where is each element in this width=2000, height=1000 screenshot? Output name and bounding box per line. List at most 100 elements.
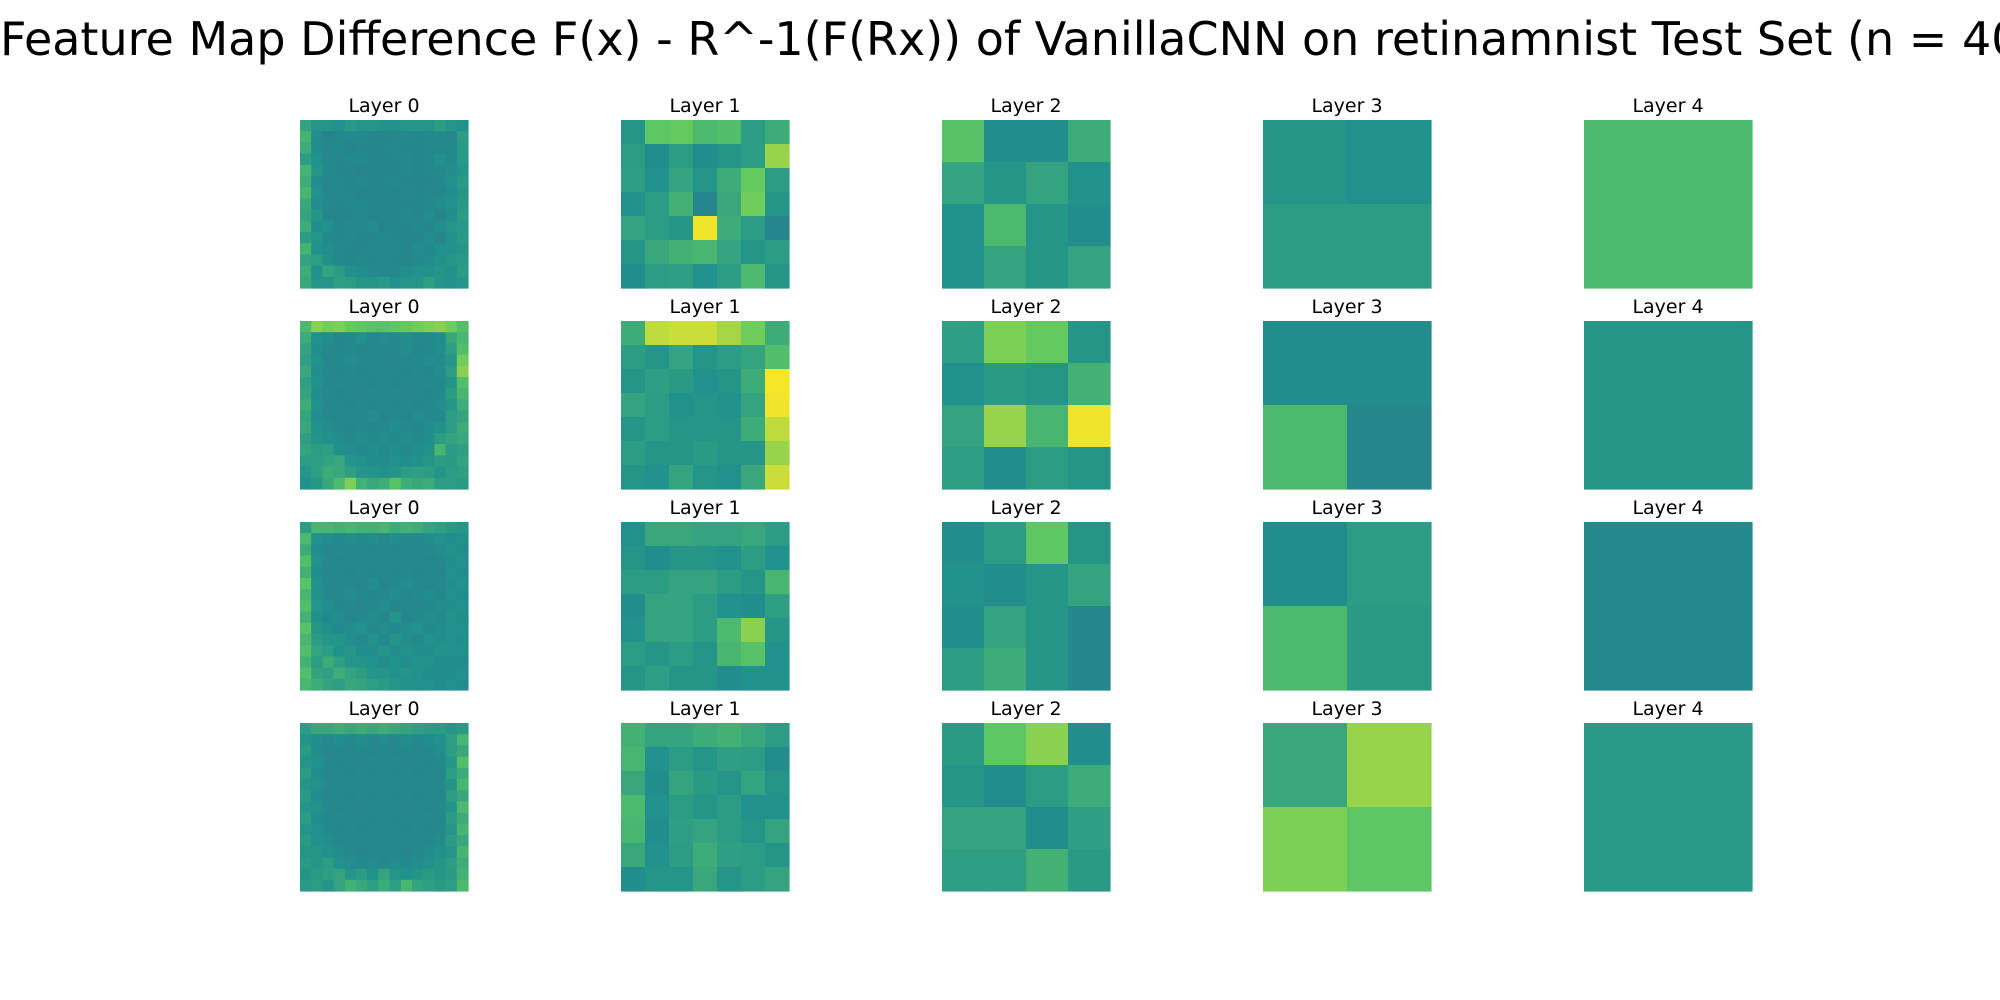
heatmap-cell [412, 120, 424, 132]
heatmap-cell [300, 823, 312, 836]
heatmap-cell [356, 812, 368, 825]
heatmap-cell [423, 544, 435, 557]
heatmap-cell [445, 276, 458, 289]
heatmap-cell [389, 868, 402, 881]
heatmap-cell [645, 240, 670, 265]
heatmap-cell [621, 441, 646, 466]
heatmap-cell [333, 522, 346, 534]
panel-title: Layer 0 [348, 296, 419, 318]
heatmap-cell [445, 611, 458, 624]
heatmap-cell [311, 589, 323, 601]
heatmap-cell [412, 466, 424, 479]
heatmap-cell [322, 835, 335, 847]
heatmap-cell [693, 417, 718, 442]
heatmap-cell [322, 779, 335, 791]
heatmap-cell [400, 466, 413, 479]
heatmap-cell [378, 477, 391, 490]
heatmap-cell [356, 522, 368, 534]
heatmap-panel: Layer 1 [621, 296, 790, 490]
heatmap-cell [741, 867, 766, 892]
heatmap-cell [1068, 405, 1111, 448]
heatmap-cell [344, 276, 357, 289]
panel-title: Layer 1 [669, 95, 740, 117]
heatmap-cell [400, 678, 413, 691]
heatmap-cell [412, 332, 424, 344]
heatmap-cell [423, 589, 435, 601]
heatmap-cell [367, 790, 379, 802]
heatmap-cell [389, 678, 402, 691]
heatmap-cell [984, 405, 1027, 448]
heatmap-cell [389, 265, 402, 278]
heatmap-cell [400, 756, 413, 769]
heatmap-cell [300, 734, 312, 746]
heatmap-cell [311, 868, 323, 881]
heatmap-cell [645, 522, 670, 547]
heatmap-cell [434, 846, 447, 858]
heatmap-cell [693, 240, 718, 265]
heatmap-cell [378, 365, 391, 378]
heatmap-cell [445, 243, 458, 255]
heatmap-cell [311, 823, 323, 836]
heatmap-cell [322, 433, 335, 445]
heatmap-cell [322, 868, 335, 881]
heatmap-cell [445, 767, 458, 780]
heatmap-cell [300, 578, 312, 590]
heatmap-cell [434, 433, 447, 445]
panel-title: Layer 3 [1311, 296, 1382, 318]
heatmap-cell [344, 857, 357, 870]
heatmap-cell [300, 656, 312, 669]
heatmap-cell [1026, 522, 1069, 565]
heatmap-cell [621, 666, 646, 691]
heatmap-cell [400, 176, 413, 188]
heatmap-cell [412, 433, 424, 445]
heatmap-cell [741, 723, 766, 748]
heatmap-cell [456, 410, 469, 423]
heatmap-cell [412, 265, 424, 278]
heatmap-cell [333, 622, 346, 635]
heatmap-cell [645, 618, 670, 643]
heatmap-cell [765, 465, 790, 490]
heatmap-cell [984, 447, 1027, 490]
heatmap-cell [942, 849, 985, 892]
heatmap-cell [693, 120, 718, 145]
heatmap-cell [645, 465, 670, 490]
heatmap-cell [333, 779, 346, 791]
heatmap-cell [645, 546, 670, 571]
heatmap-cell [367, 634, 379, 646]
heatmap-cell [322, 254, 335, 267]
heatmap-cell [378, 254, 391, 267]
heatmap-cell [717, 441, 742, 466]
heatmap-cell [300, 566, 312, 579]
heatmap-cell [367, 734, 379, 746]
heatmap-cell [456, 120, 469, 132]
heatmap-cell [445, 790, 458, 802]
heatmap-cell [434, 232, 447, 244]
heatmap-cell [389, 611, 402, 624]
heatmap-cell [1347, 405, 1432, 490]
heatmap-cell [356, 176, 368, 188]
heatmap-cell [322, 354, 335, 367]
heatmap-cell [367, 812, 379, 825]
heatmap-cell [344, 801, 357, 814]
heatmap-cell [456, 634, 469, 646]
heatmap-cell [367, 321, 379, 333]
heatmap-cell [356, 198, 368, 211]
heatmap-cell [412, 544, 424, 557]
heatmap-cell [311, 477, 323, 490]
heatmap-cell [344, 566, 357, 579]
heatmap-cell [400, 209, 413, 222]
heatmap-cell [400, 667, 413, 680]
heatmap-cell [356, 622, 368, 635]
heatmap-cell [378, 812, 391, 825]
heatmap-cell [645, 819, 670, 844]
heatmap-cell [412, 745, 424, 758]
heatmap-cell [378, 756, 391, 769]
heatmap-panel: Layer 2 [942, 296, 1111, 490]
heatmap-cell [434, 645, 447, 657]
heatmap-cell [378, 276, 391, 289]
heatmap-cell [311, 835, 323, 847]
heatmap-cell [717, 345, 742, 370]
heatmap-cell [645, 747, 670, 772]
heatmap-cell [645, 723, 670, 748]
heatmap-cell [765, 819, 790, 844]
